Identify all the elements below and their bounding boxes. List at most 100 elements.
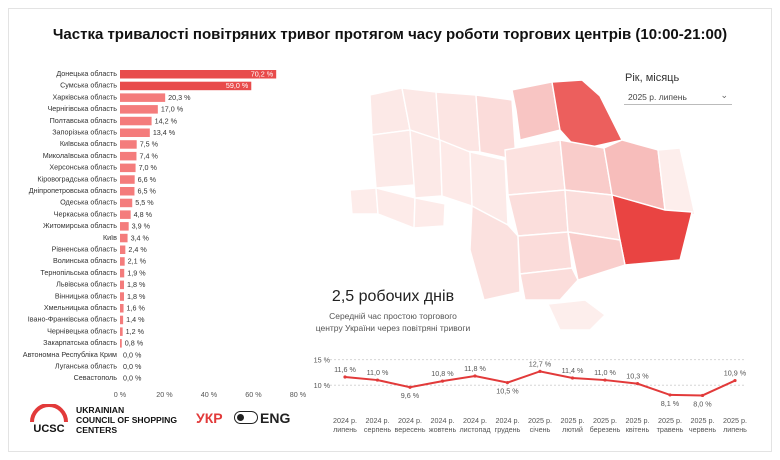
bar xyxy=(120,151,137,161)
bar-value-label: 4,8 % xyxy=(134,210,153,219)
bar xyxy=(120,70,277,79)
bar xyxy=(120,210,131,219)
x-tick-label: 2024 р. xyxy=(431,416,455,425)
map-region xyxy=(546,299,607,331)
x-tick-label: лютий xyxy=(562,425,583,434)
language-toggle[interactable] xyxy=(234,411,258,424)
bar-value-label: 0,0 % xyxy=(123,350,142,359)
y-tick-label: 15 % xyxy=(314,356,331,365)
bar-category-label: Севастополь xyxy=(74,373,118,382)
kpi-caption: Середній час простою торгового центру Ук… xyxy=(300,310,486,334)
series-point xyxy=(700,393,705,398)
bar xyxy=(120,93,166,102)
series-point xyxy=(473,374,477,378)
map-region xyxy=(519,267,579,301)
bar-category-label: Луганська область xyxy=(55,362,117,371)
bar-category-label: Вінницька область xyxy=(55,291,117,300)
x-tick-label: грудень xyxy=(495,425,521,434)
point-value-label: 11,4 % xyxy=(562,366,584,375)
bar-value-label: 13,4 % xyxy=(153,128,176,137)
bar xyxy=(120,268,125,278)
x-tick-label: 2025 р. xyxy=(626,416,650,425)
bar xyxy=(120,257,125,266)
bar-value-label: 59,0 % xyxy=(226,81,249,90)
bar-category-label: Закарпатська область xyxy=(43,338,117,347)
lang-ukr-link[interactable]: УКР xyxy=(196,410,223,426)
series-point xyxy=(440,379,445,383)
point-value-label: 11,0 % xyxy=(594,368,616,377)
bar-value-label: 0,8 % xyxy=(125,339,144,348)
toggle-knob xyxy=(237,413,244,421)
bar-value-label: 2,4 % xyxy=(128,245,147,254)
series-point xyxy=(375,378,380,382)
bar-category-label: Хмельницька область xyxy=(44,303,117,312)
series-point xyxy=(733,378,737,383)
point-value-label: 11,0 % xyxy=(367,368,389,377)
bar xyxy=(120,163,136,173)
bar xyxy=(120,187,135,196)
map-region xyxy=(567,231,626,281)
bar-category-label: Харківська область xyxy=(52,92,117,101)
series-point xyxy=(668,393,672,397)
kpi-caption-line1: Середній час простою торгового xyxy=(329,311,457,321)
x-tick-label: червень xyxy=(689,425,716,434)
map-region xyxy=(469,204,521,301)
x-tick-label: 20 % xyxy=(156,390,173,399)
page-title: Частка тривалості повітряних тривог прот… xyxy=(52,26,728,43)
dashboard-frame xyxy=(8,8,772,452)
bar-category-label: Автономна Республіка Крим xyxy=(23,350,117,359)
x-tick-label: 2025 р. xyxy=(528,416,552,425)
x-tick-label: листопад xyxy=(459,425,491,434)
bar xyxy=(120,339,122,348)
x-tick-label: 2024 р. xyxy=(398,416,422,425)
point-value-label: 8,0 % xyxy=(693,399,712,408)
point-value-label: 10,5 % xyxy=(496,387,519,396)
bar-category-label: Сумська область xyxy=(60,81,117,90)
bar xyxy=(120,140,137,149)
language-switcher: УКР ENG xyxy=(196,410,290,426)
bar xyxy=(120,304,124,313)
bar-category-label: Рівненська область xyxy=(52,245,118,254)
bar-value-label: 0,0 % xyxy=(123,374,142,383)
x-tick-label: січень xyxy=(530,425,551,434)
period-dropdown[interactable]: 2025 р. липень ⌄ xyxy=(624,87,732,105)
x-tick-label: вересень xyxy=(394,425,425,434)
bar-category-label: Одеська область xyxy=(60,198,117,207)
bar-category-label: Чернівецька область xyxy=(47,326,117,335)
bar-category-label: Дніпропетровська область xyxy=(29,186,117,195)
bar-value-label: 14,2 % xyxy=(155,116,178,125)
point-value-label: 12,7 % xyxy=(529,359,552,368)
x-tick-label: квітень xyxy=(626,425,650,434)
bar xyxy=(120,280,125,290)
bar-category-label: Миколаївська область xyxy=(43,151,117,160)
bar xyxy=(120,175,135,184)
x-tick-label: 80 % xyxy=(290,390,307,399)
bar-category-label: Херсонська область xyxy=(49,163,117,172)
filter-label: Рік, місяць xyxy=(625,72,680,84)
series-point xyxy=(635,382,640,386)
bar-value-label: 1,9 % xyxy=(127,268,146,277)
x-tick-label: березень xyxy=(590,425,621,434)
bar xyxy=(120,81,252,91)
point-value-label: 9,6 % xyxy=(401,391,420,400)
bar-category-label: Житомирська область xyxy=(43,221,117,230)
x-tick-label: 2025 р. xyxy=(691,416,715,425)
series-point xyxy=(505,381,510,385)
bar xyxy=(120,327,123,336)
bar-category-label: Черкаська область xyxy=(54,209,118,218)
bar xyxy=(120,222,129,231)
bar-value-label: 70,2 % xyxy=(251,70,274,79)
x-tick-label: 60 % xyxy=(245,390,262,399)
kpi-caption-line2: центру України через повітряні тривоги xyxy=(315,323,471,333)
bar-value-label: 6,5 % xyxy=(137,187,156,196)
point-value-label: 8,1 % xyxy=(661,399,680,408)
bar-category-label: Запорізька область xyxy=(52,128,117,137)
brand-line2: COUNCIL OF SHOPPING xyxy=(76,415,178,425)
lang-eng-link[interactable]: ENG xyxy=(260,410,291,426)
x-tick-label: 2025 р. xyxy=(723,416,747,425)
ucsc-logo-icon: UCSC xyxy=(30,404,68,434)
bar xyxy=(120,198,133,208)
bar-category-label: Тернопільська область xyxy=(40,268,117,277)
x-tick-label: серпень xyxy=(364,425,391,434)
